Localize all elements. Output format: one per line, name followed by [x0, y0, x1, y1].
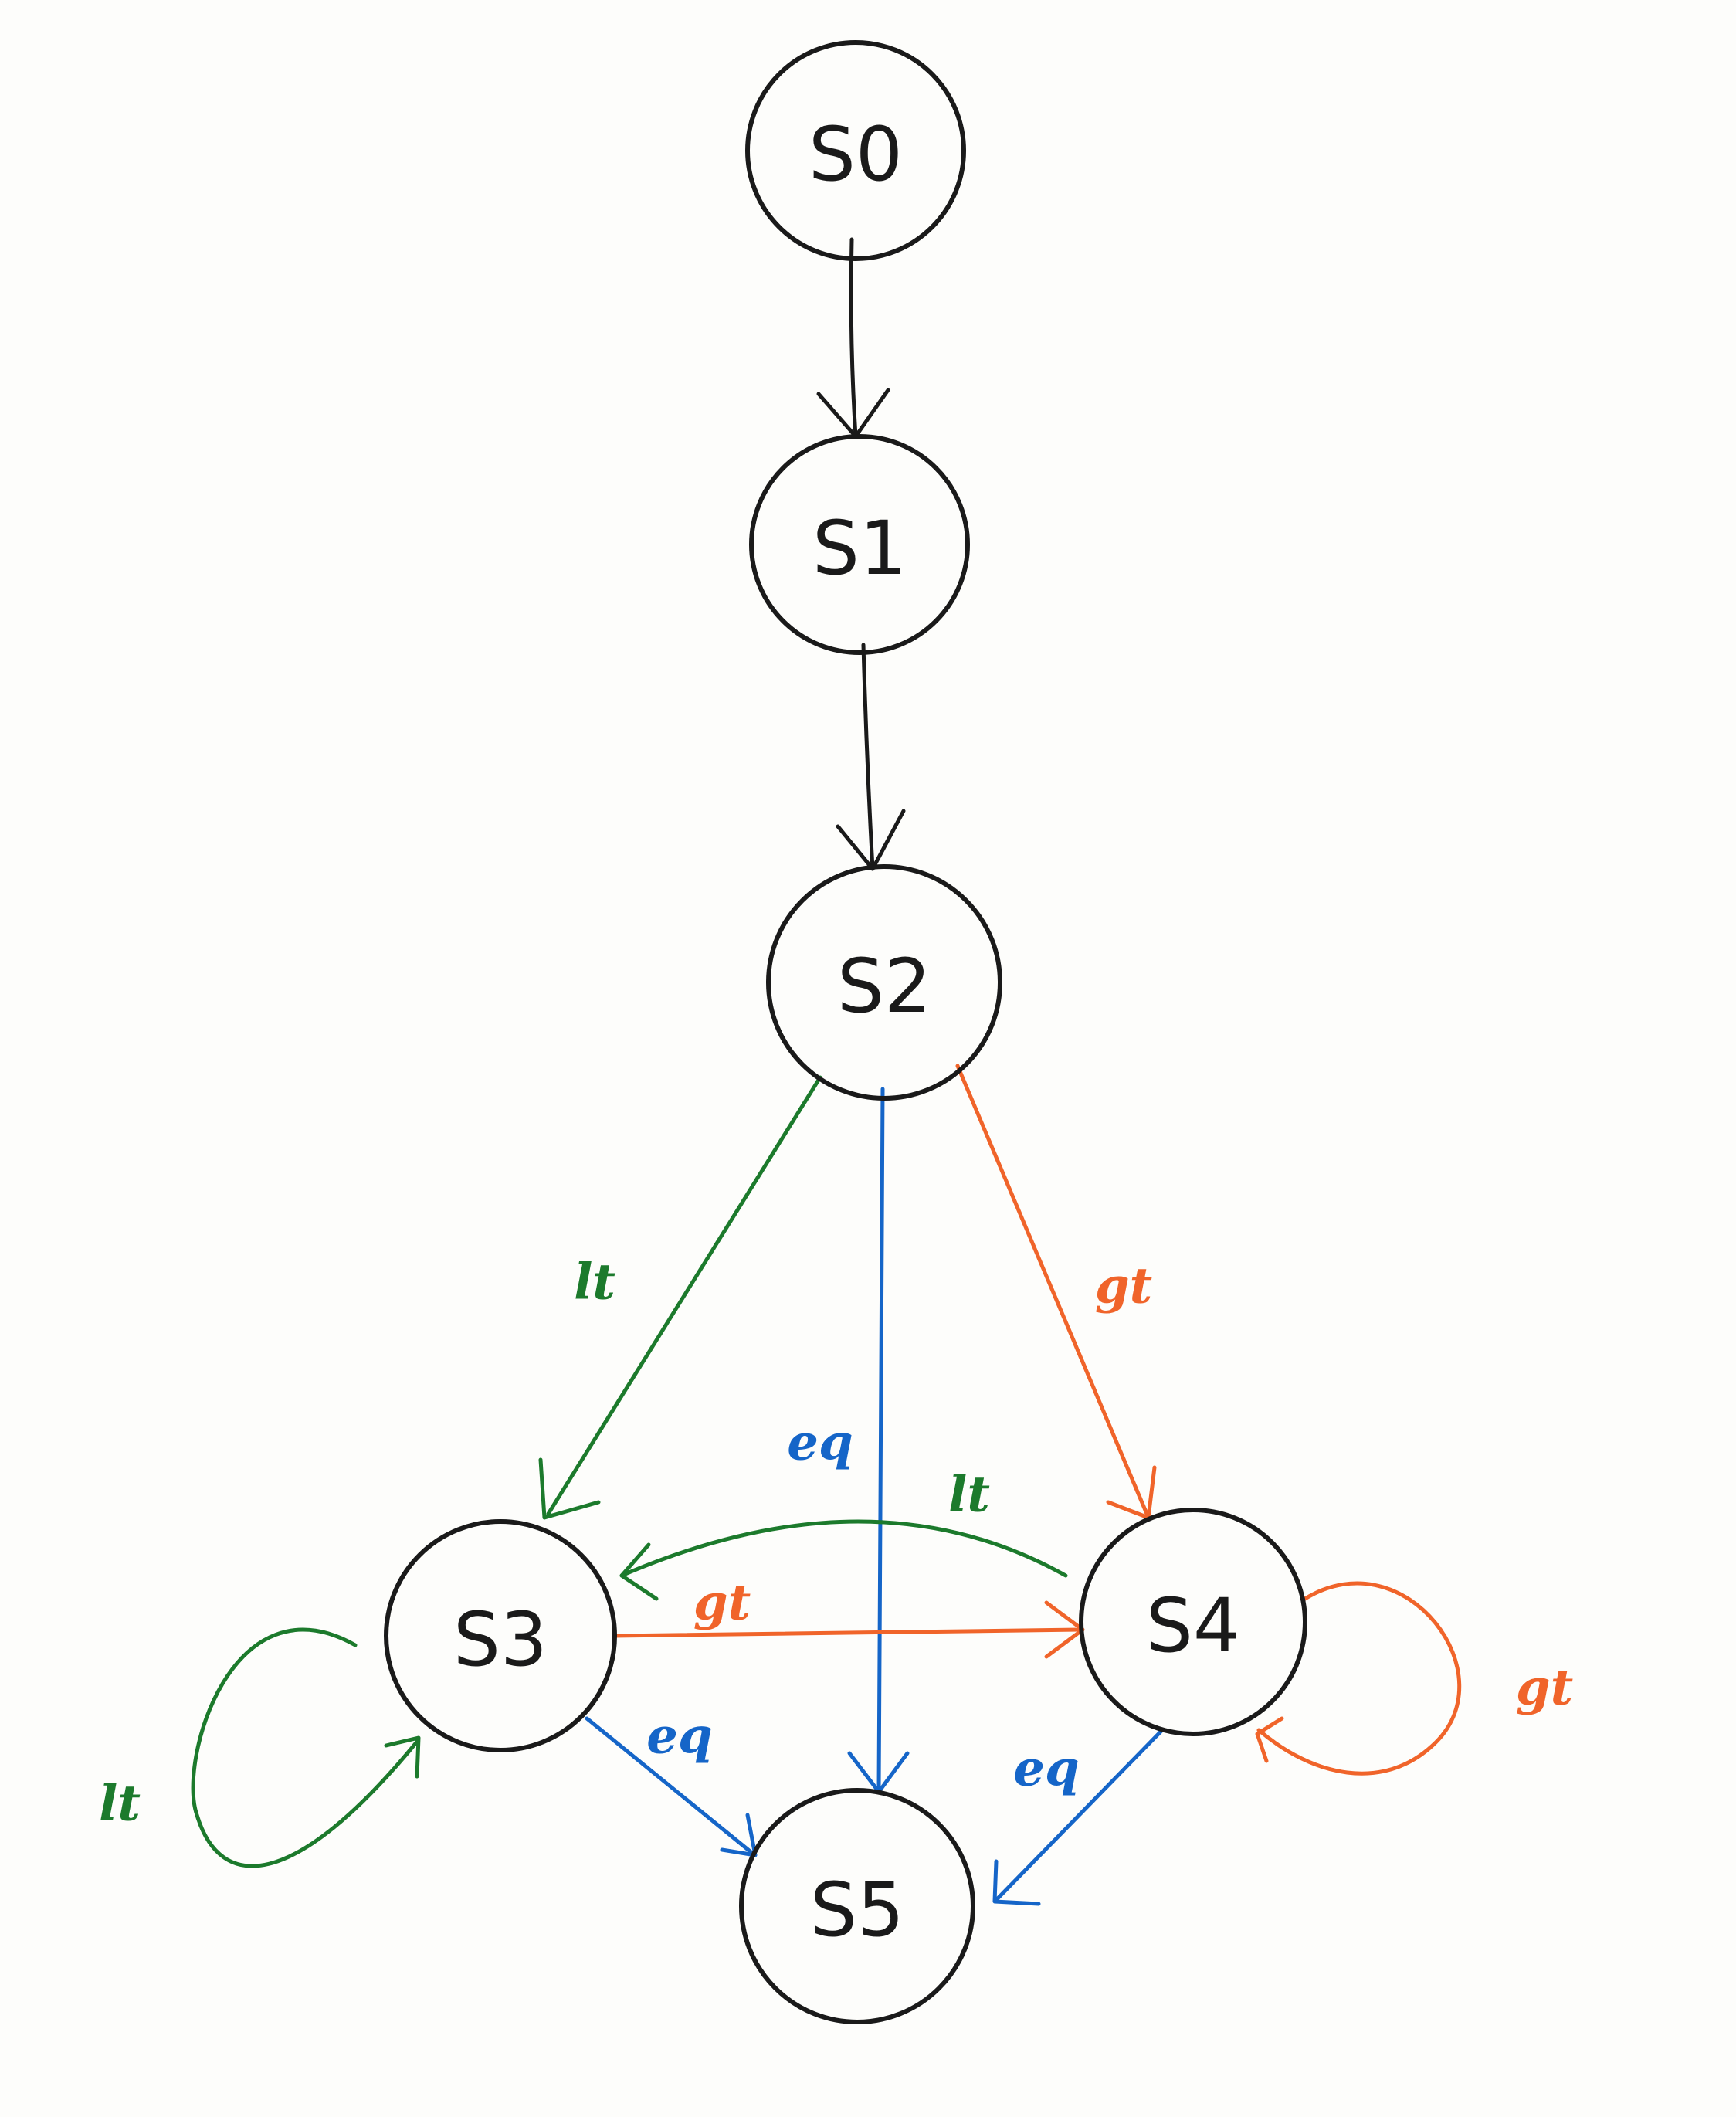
node-s0-circle — [745, 40, 966, 261]
edge-label-s2-s3: lt — [574, 1254, 615, 1311]
node-s2-circle — [766, 864, 1002, 1101]
edge-s2-s3 — [538, 1075, 822, 1520]
node-s2-label: S2 — [837, 943, 931, 1030]
edge-label-s3-s4: gt — [693, 1574, 751, 1632]
node-s1[interactable]: S1 — [749, 434, 970, 655]
edge-s2-s5 — [847, 1087, 910, 1794]
edge-s4-self — [1255, 1581, 1462, 1776]
edge-s3-self — [191, 1627, 421, 1868]
node-s4-circle — [1079, 1508, 1307, 1736]
edge-s4-s3 — [619, 1519, 1068, 1601]
node-s1-circle — [749, 434, 970, 655]
node-s5-label: S5 — [810, 1867, 904, 1953]
edge-label-s3-self: lt — [99, 1775, 141, 1833]
node-s5-circle — [739, 1788, 975, 2024]
nodes: S0 S1 S2 S3 S4 S5 — [384, 40, 1307, 2024]
node-s1-label: S1 — [812, 505, 907, 592]
edge-label-s4-self: gt — [1516, 1659, 1573, 1717]
edge-label-s4-s5: eq — [1013, 1740, 1079, 1798]
node-s0[interactable]: S0 — [745, 40, 966, 261]
node-s2[interactable]: S2 — [766, 864, 1002, 1101]
edge-label-s2-s5: eq — [787, 1414, 853, 1472]
edge-s4-s5 — [992, 1728, 1165, 1906]
node-s5[interactable]: S5 — [739, 1788, 975, 2024]
edges — [191, 237, 1462, 1906]
edge-labels: lt eq gt lt gt lt gt eq eq — [99, 1254, 1573, 1833]
edge-s1-s2 — [836, 643, 906, 871]
node-s3-circle — [384, 1519, 617, 1752]
edge-s0-s1 — [816, 237, 890, 439]
node-s4[interactable]: S4 — [1079, 1508, 1307, 1736]
node-s4-label: S4 — [1146, 1583, 1240, 1669]
node-s3-label: S3 — [453, 1596, 548, 1683]
edge-s3-s4 — [612, 1600, 1085, 1659]
edge-label-s3-s5: eq — [646, 1708, 712, 1766]
node-s0-label: S0 — [809, 111, 903, 198]
node-s3[interactable]: S3 — [384, 1519, 617, 1752]
edge-label-s2-s4: gt — [1095, 1257, 1152, 1315]
edge-label-s4-s3: lt — [948, 1466, 990, 1524]
